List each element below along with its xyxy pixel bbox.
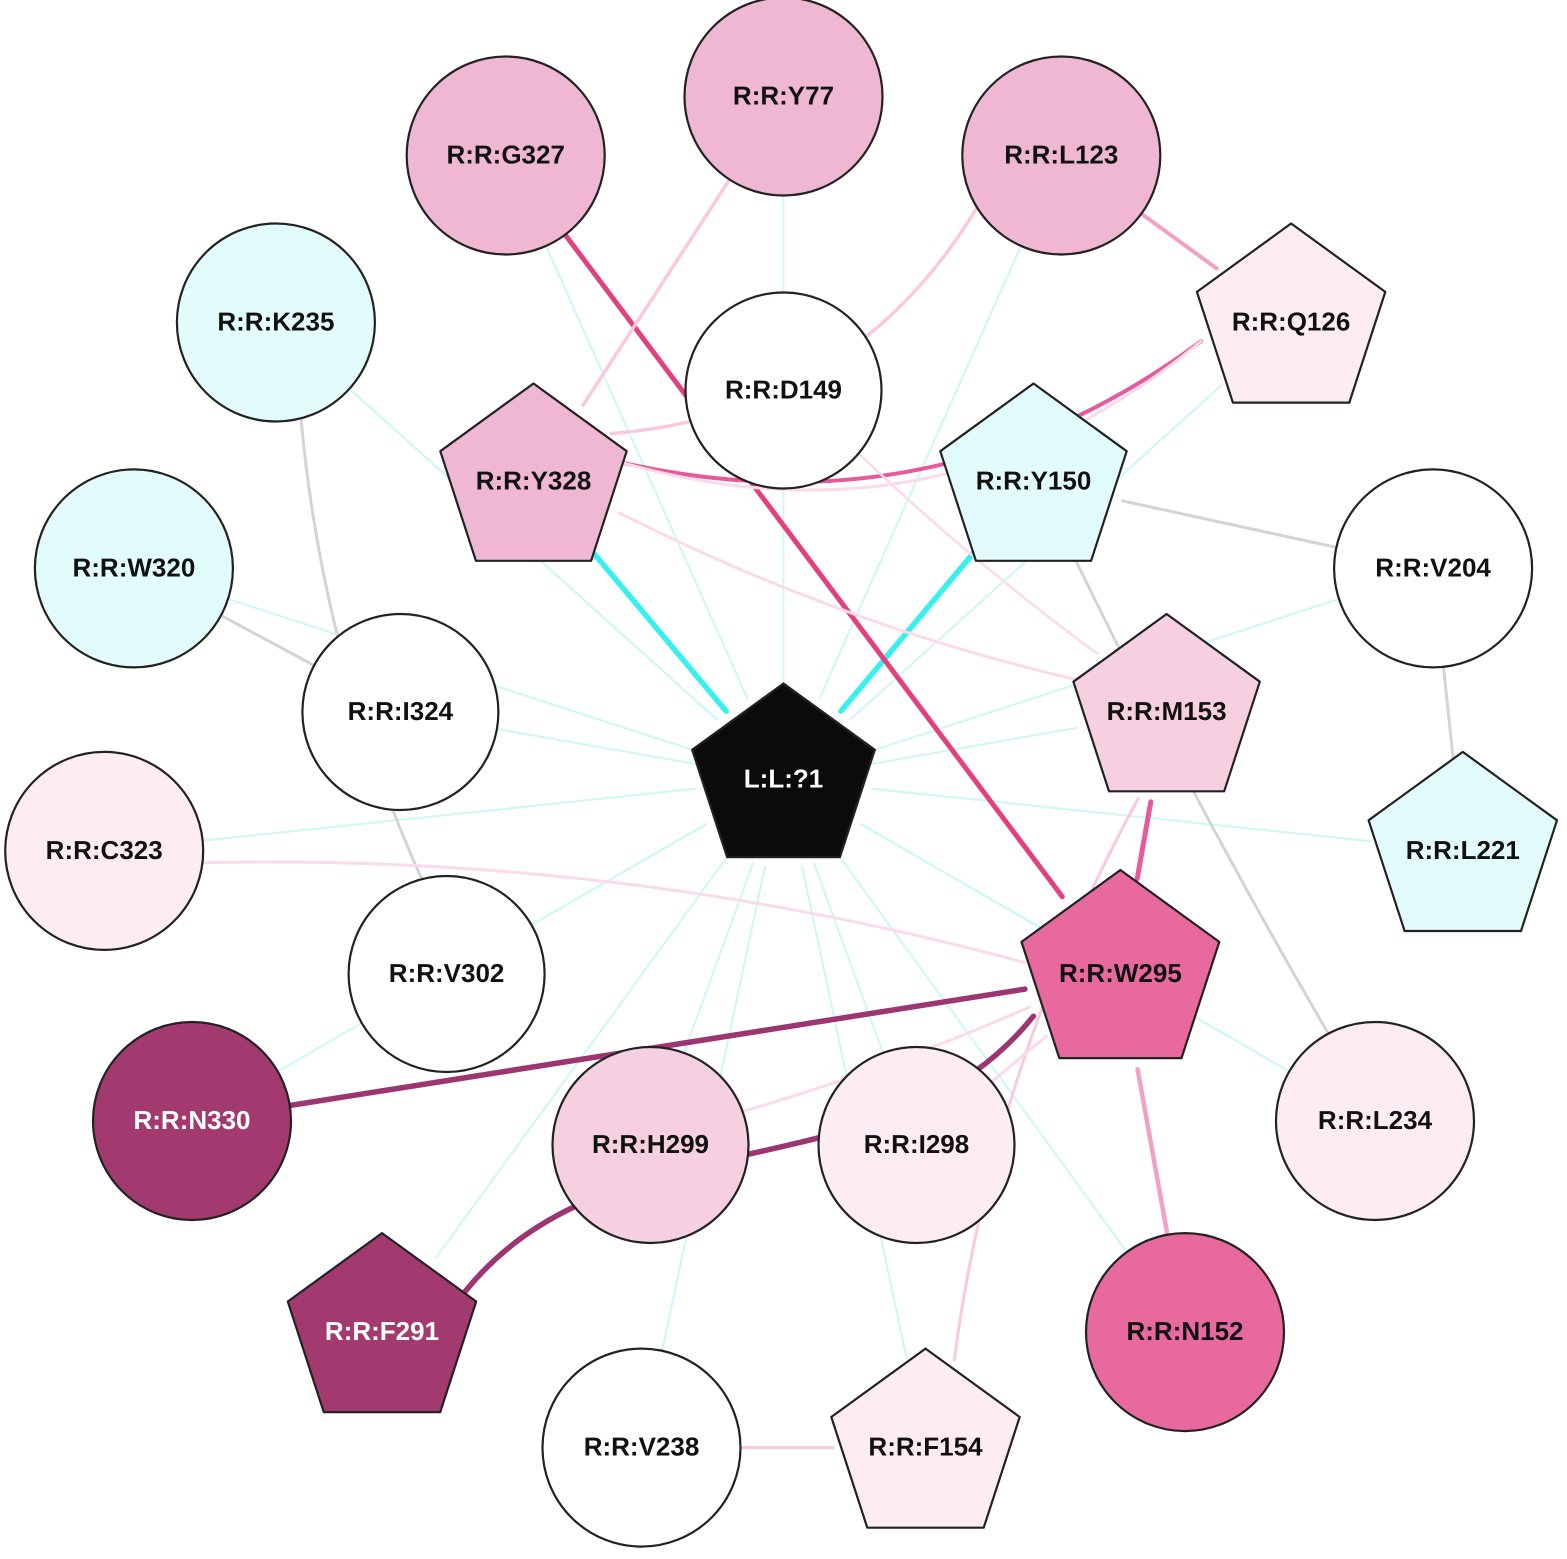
svg-text:R:R:H299: R:R:H299 xyxy=(592,1129,709,1159)
svg-text:R:R:G327: R:R:G327 xyxy=(446,139,564,169)
svg-text:R:R:V204: R:R:V204 xyxy=(1375,552,1491,582)
svg-text:R:R:N330: R:R:N330 xyxy=(133,1105,250,1135)
svg-text:R:R:L234: R:R:L234 xyxy=(1318,1105,1433,1135)
svg-text:R:R:Y328: R:R:Y328 xyxy=(476,465,592,495)
svg-text:R:R:Y77: R:R:Y77 xyxy=(733,80,834,110)
svg-text:R:R:Y150: R:R:Y150 xyxy=(976,465,1092,495)
svg-text:R:R:F154: R:R:F154 xyxy=(868,1431,983,1461)
svg-text:R:R:N152: R:R:N152 xyxy=(1126,1316,1243,1346)
svg-text:R:R:C323: R:R:C323 xyxy=(46,835,163,865)
svg-text:R:R:I324: R:R:I324 xyxy=(348,696,454,726)
svg-text:R:R:K235: R:R:K235 xyxy=(217,306,334,336)
svg-text:R:R:V238: R:R:V238 xyxy=(584,1431,700,1461)
svg-text:R:R:L221: R:R:L221 xyxy=(1406,835,1520,865)
svg-text:R:R:L123: R:R:L123 xyxy=(1004,139,1118,169)
svg-text:R:R:Q126: R:R:Q126 xyxy=(1232,306,1350,336)
svg-text:R:R:F291: R:R:F291 xyxy=(325,1316,439,1346)
svg-text:R:R:W320: R:R:W320 xyxy=(73,552,196,582)
svg-text:R:R:I298: R:R:I298 xyxy=(864,1129,969,1159)
svg-text:R:R:M153: R:R:M153 xyxy=(1107,696,1227,726)
svg-text:R:R:D149: R:R:D149 xyxy=(725,374,842,404)
svg-text:R:R:W295: R:R:W295 xyxy=(1059,958,1182,988)
svg-text:R:R:V302: R:R:V302 xyxy=(389,958,505,988)
svg-text:L:L:?1: L:L:?1 xyxy=(744,763,823,793)
